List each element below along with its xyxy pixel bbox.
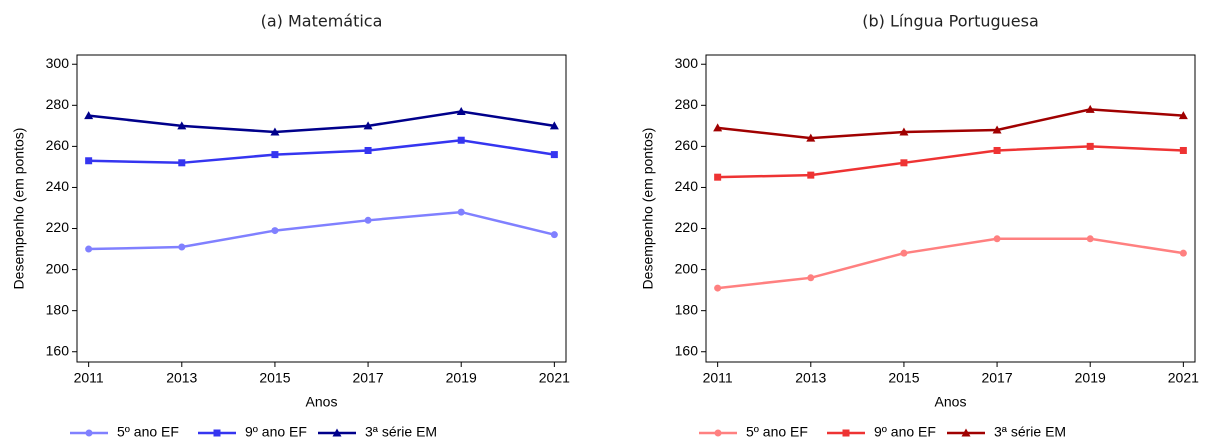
series-line [88, 210, 555, 251]
data-point [85, 157, 93, 165]
data-point [900, 159, 908, 167]
data-point [900, 249, 908, 257]
x-axis-label: Anos [935, 394, 967, 410]
data-point [1179, 249, 1187, 257]
data-point [993, 235, 1001, 243]
y-tick-label: 240 [675, 178, 699, 194]
data-point [84, 111, 94, 120]
data-point [714, 173, 722, 181]
x-tick-label: 2021 [539, 370, 570, 386]
y-tick-label: 240 [46, 178, 70, 194]
data-point [457, 208, 465, 216]
data-point [549, 121, 559, 130]
x-tick-label: 2021 [1168, 370, 1199, 386]
y-tick-label: 220 [675, 219, 699, 235]
plot-frame [705, 54, 1196, 363]
x-tick-label: 2019 [446, 370, 477, 386]
y-tick-label: 200 [46, 260, 70, 276]
y-tick-label: 180 [46, 301, 70, 317]
legend-label: 3ª série EM [994, 424, 1066, 440]
y-tick-label: 220 [46, 219, 70, 235]
data-point [1179, 146, 1187, 154]
data-point [1178, 111, 1188, 120]
x-tick-label: 2017 [352, 370, 383, 386]
y-tick-label: 280 [46, 96, 70, 112]
data-point [271, 151, 279, 159]
data-point [178, 243, 186, 251]
legend-marker [332, 428, 342, 437]
data-point [550, 151, 558, 159]
y-tick-label: 180 [675, 301, 699, 317]
data-point [713, 123, 723, 132]
data-point [993, 146, 1001, 154]
x-axis-label: Anos [306, 394, 338, 410]
y-tick-label: 260 [675, 137, 699, 153]
y-tick-label: 300 [46, 55, 70, 71]
series-line [717, 237, 1184, 290]
data-point [177, 121, 187, 130]
y-tick-label: 280 [675, 96, 699, 112]
legend-marker [714, 429, 722, 437]
data-point [271, 227, 279, 235]
data-point [807, 171, 815, 179]
data-point [364, 146, 372, 154]
data-point [550, 231, 558, 239]
legend-label: 5º ano EF [117, 424, 179, 440]
x-tick-label: 2015 [888, 370, 919, 386]
data-point [992, 125, 1002, 134]
x-tick-label: 2011 [74, 370, 104, 386]
chart-title: (a) Matemática [261, 12, 383, 31]
y-tick-label: 160 [675, 342, 699, 358]
y-tick-label: 260 [46, 137, 70, 153]
x-tick-label: 2013 [795, 370, 826, 386]
x-tick-label: 2013 [166, 370, 197, 386]
legend-label: 9º ano EF [874, 424, 936, 440]
y-tick-label: 160 [46, 342, 70, 358]
data-point [714, 284, 722, 292]
x-tick-label: 2017 [981, 370, 1012, 386]
data-point [85, 245, 93, 253]
series-line [717, 145, 1184, 179]
legend-marker [842, 429, 850, 437]
data-point [899, 127, 909, 136]
data-point [806, 133, 816, 142]
legend-label: 5º ano EF [746, 424, 808, 440]
y-tick-label: 200 [675, 260, 699, 276]
data-point [1086, 235, 1094, 243]
data-point [363, 121, 373, 130]
x-tick-label: 2019 [1075, 370, 1106, 386]
data-point [364, 216, 372, 224]
series-line [88, 138, 555, 165]
data-point [456, 106, 466, 115]
x-tick-label: 2015 [259, 370, 290, 386]
y-axis-label: Desempenho (em pontos) [640, 128, 656, 290]
data-point [1086, 142, 1094, 150]
legend-marker [961, 428, 971, 437]
legend-label: 3ª série EM [365, 424, 437, 440]
plot-frame [76, 54, 567, 363]
y-axis-label: Desempenho (em pontos) [11, 128, 27, 290]
chart-title: (b) Língua Portuguesa [862, 12, 1039, 31]
data-point [270, 127, 280, 136]
data-point [807, 274, 815, 282]
data-point [1085, 104, 1095, 113]
y-tick-label: 300 [675, 55, 699, 71]
series-line [717, 108, 1184, 140]
legend-marker [213, 429, 221, 437]
data-point [178, 159, 186, 167]
data-point [457, 136, 465, 144]
legend-marker [85, 429, 93, 437]
series-line [88, 110, 555, 134]
legend-label: 9º ano EF [245, 424, 307, 440]
x-tick-label: 2011 [703, 370, 733, 386]
